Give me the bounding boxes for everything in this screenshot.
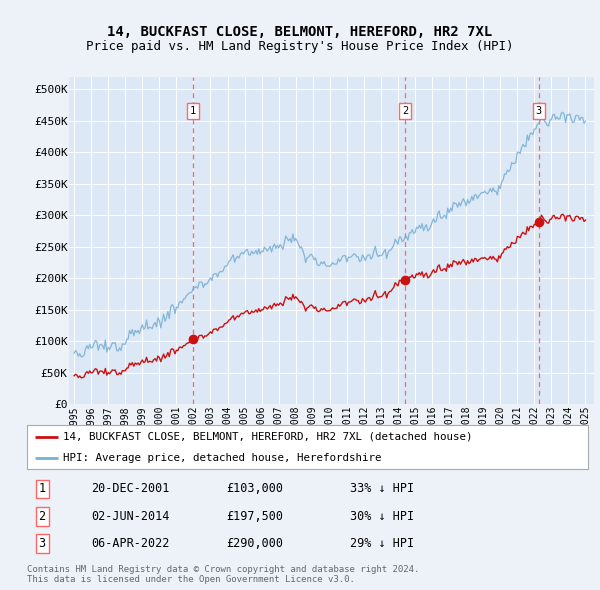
- Text: Price paid vs. HM Land Registry's House Price Index (HPI): Price paid vs. HM Land Registry's House …: [86, 40, 514, 53]
- Text: Contains HM Land Registry data © Crown copyright and database right 2024.
This d: Contains HM Land Registry data © Crown c…: [27, 565, 419, 584]
- Text: 20-DEC-2001: 20-DEC-2001: [92, 483, 170, 496]
- Text: 2: 2: [38, 510, 46, 523]
- Text: 3: 3: [536, 106, 542, 116]
- Text: HPI: Average price, detached house, Herefordshire: HPI: Average price, detached house, Here…: [64, 453, 382, 463]
- Text: 1: 1: [38, 483, 46, 496]
- Text: £103,000: £103,000: [226, 483, 283, 496]
- Text: £197,500: £197,500: [226, 510, 283, 523]
- Text: 14, BUCKFAST CLOSE, BELMONT, HEREFORD, HR2 7XL (detached house): 14, BUCKFAST CLOSE, BELMONT, HEREFORD, H…: [64, 432, 473, 442]
- Text: 29% ↓ HPI: 29% ↓ HPI: [350, 537, 414, 550]
- Text: 14, BUCKFAST CLOSE, BELMONT, HEREFORD, HR2 7XL: 14, BUCKFAST CLOSE, BELMONT, HEREFORD, H…: [107, 25, 493, 40]
- Text: 30% ↓ HPI: 30% ↓ HPI: [350, 510, 414, 523]
- Text: 3: 3: [38, 537, 46, 550]
- Text: £290,000: £290,000: [226, 537, 283, 550]
- Text: 2: 2: [402, 106, 408, 116]
- Text: 02-JUN-2014: 02-JUN-2014: [92, 510, 170, 523]
- Text: 1: 1: [190, 106, 196, 116]
- Text: 33% ↓ HPI: 33% ↓ HPI: [350, 483, 414, 496]
- Text: 06-APR-2022: 06-APR-2022: [92, 537, 170, 550]
